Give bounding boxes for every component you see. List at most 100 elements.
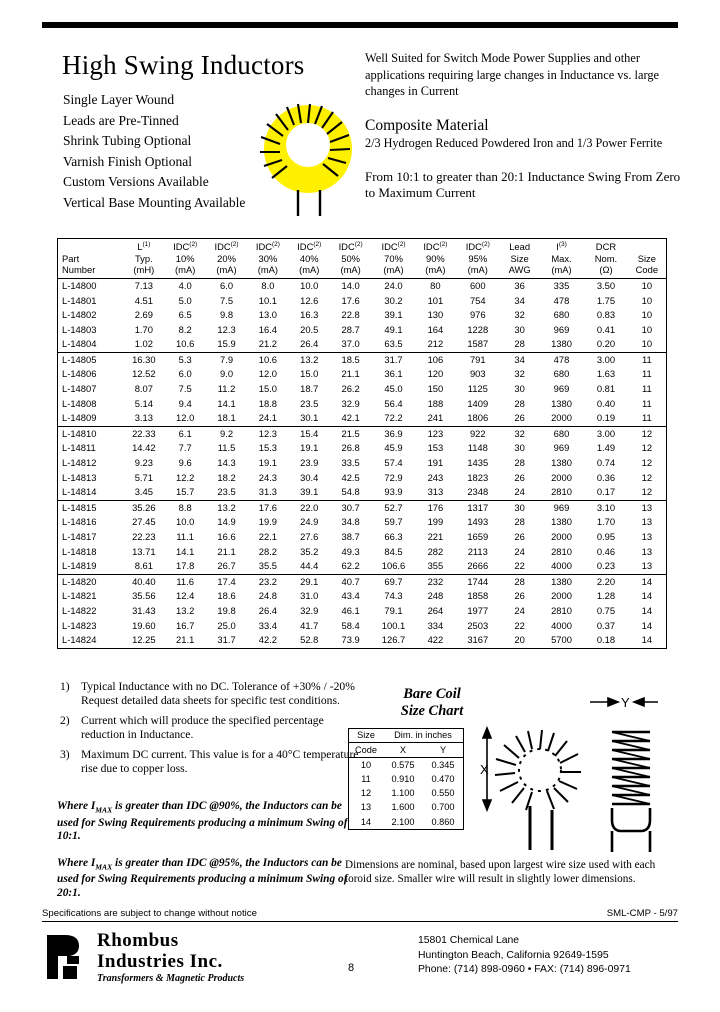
data-cell: 1380 [551, 457, 572, 469]
data-cell: 80 [430, 279, 441, 291]
data-cell: 199 [427, 516, 444, 528]
data-cell: 2000 [551, 590, 572, 602]
data-cell: 19.8 [217, 604, 236, 616]
column-header-line1: IDC(2) [465, 241, 490, 253]
data-cell: 32 [514, 309, 525, 321]
size-code-cell: 13 [360, 802, 372, 813]
table-row: L-14820 40.40 11.6 17.4 23.2 29.1 40.7 69.7 232 1… [58, 574, 666, 589]
data-cell: 0.95 [596, 531, 616, 542]
column-header: Part Number [58, 239, 124, 279]
part-number-cell: L-14819 [58, 559, 124, 575]
data-cell: 12 [627, 485, 666, 501]
dimension-cell: 0.345 [431, 759, 455, 770]
footnote-number: 3) [60, 748, 70, 762]
data-cell: 0.75 [596, 604, 616, 616]
data-cell: 14.42 [132, 442, 156, 454]
data-cell: 13 [641, 516, 653, 528]
data-cell: 24.1 [247, 411, 289, 427]
data-cell: 10 [641, 279, 653, 291]
part-number-cell: L-14806 [62, 368, 97, 380]
data-cell: 12 [641, 457, 653, 469]
column-header-line1: IDC(2) [255, 241, 280, 253]
column-header-line3: (mA) [467, 264, 488, 276]
x-dimension-label: X [480, 762, 489, 777]
toroid-inductor-icon [260, 103, 352, 216]
data-cell: 5.0 [178, 294, 192, 306]
data-cell: 10 [627, 337, 666, 353]
data-cell: 21.1 [341, 368, 360, 380]
data-cell: 14 [641, 575, 653, 587]
data-cell: 15.9 [205, 337, 248, 353]
column-header-line3: (mA) [425, 264, 446, 276]
column-header: IDC(2) 20% (mA) [205, 239, 248, 279]
data-cell: 45.9 [384, 442, 403, 454]
column-header: IDC(2) 50% (mA) [329, 239, 372, 279]
data-cell: 18.8 [258, 397, 278, 409]
data-cell: 29.1 [300, 575, 319, 587]
data-cell: 19.60 [132, 619, 156, 631]
dimension-cell: 0.860 [431, 816, 455, 827]
part-number-cell: L-14823 [62, 619, 97, 631]
data-cell: 5700 [551, 634, 572, 646]
data-cell: 969 [553, 501, 570, 513]
part-number-cell: L-14800 [62, 279, 97, 291]
part-number-cell: L-14808 [62, 397, 97, 409]
data-cell: 7.5 [178, 383, 192, 395]
data-cell: 11.5 [217, 442, 236, 454]
data-cell: 3.50 [596, 279, 616, 291]
data-cell: 243 [427, 471, 444, 483]
data-cell: 59.7 [384, 516, 403, 528]
dimension-cell: 0.470 [431, 773, 455, 784]
data-cell: 18.5 [341, 353, 360, 365]
data-cell: 17.8 [164, 559, 206, 575]
data-cell: 22 [500, 559, 539, 575]
company-name-line2: Industries Inc. [97, 951, 223, 972]
data-cell: 14.3 [217, 457, 236, 469]
data-cell: 2810 [538, 485, 585, 501]
table-row: L-14817 22.23 11.1 16.6 22.1 27.6 38.7 66.3 221 1… [58, 530, 666, 545]
data-cell: 100.1 [381, 619, 406, 631]
column-header-line3: (mA) [216, 264, 237, 276]
data-cell: 1.75 [596, 294, 616, 306]
page-header: High Swing Inductors Single Layer Wound … [0, 42, 720, 227]
data-cell: 28.7 [341, 323, 360, 335]
data-cell: 8.2 [178, 323, 192, 335]
size-code-cell: 14 [360, 816, 372, 827]
data-cell: 1125 [467, 383, 488, 395]
data-cell: 11 [641, 368, 652, 380]
data-cell: 45.0 [384, 383, 403, 395]
data-cell: 9.6 [178, 457, 192, 469]
column-header-line3: (mA) [175, 264, 196, 276]
part-number-cell: L-14803 [62, 323, 97, 335]
data-cell: 84.5 [384, 545, 403, 557]
data-cell: 969 [553, 383, 570, 395]
part-number-cell: L-14813 [62, 471, 97, 483]
table-row: L-14823 19.60 16.7 25.0 33.4 41.7 58.4 100.1 334… [58, 619, 666, 634]
data-cell: 754 [469, 294, 486, 306]
data-cell: 106.6 [371, 559, 416, 575]
dimension-cell: 0.550 [431, 788, 455, 799]
size-chart-row: 13 1.600 0.700 [349, 800, 463, 814]
data-cell: 24 [514, 545, 525, 557]
part-number-cell: L-14812 [62, 457, 97, 469]
data-cell: 7.5 [220, 294, 234, 306]
data-cell: 11.1 [176, 531, 194, 542]
data-cell: 34.8 [341, 516, 360, 528]
part-number-cell: L-14818 [62, 545, 97, 557]
data-cell: 0.19 [584, 411, 628, 427]
data-cell: 26 [514, 531, 525, 542]
data-cell: 3.00 [596, 427, 616, 439]
table-row: L-14819 8.61 17.8 26.7 35.5 44.4 62.2 106.6 355 2… [58, 559, 666, 575]
data-cell: 14.0 [341, 279, 360, 291]
data-cell: 164 [427, 323, 444, 335]
data-cell: 35.26 [132, 501, 156, 513]
data-cell: 153 [427, 442, 444, 454]
column-header-line1 [628, 241, 666, 253]
data-cell: 36.9 [384, 427, 403, 439]
data-cell: 17.6 [341, 294, 360, 306]
data-cell: 0.83 [596, 309, 616, 321]
data-cell: 16.3 [300, 309, 319, 321]
data-cell: 1380 [538, 337, 585, 353]
data-cell: 1409 [467, 397, 489, 409]
